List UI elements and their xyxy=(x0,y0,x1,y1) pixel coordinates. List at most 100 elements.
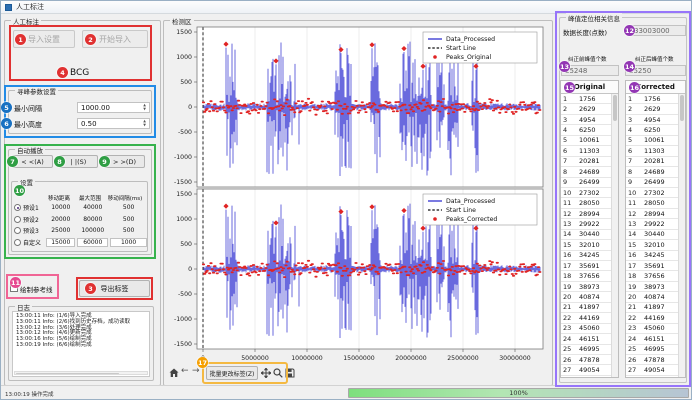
table-row[interactable]: 824689 xyxy=(561,167,611,177)
radio-3-icon[interactable] xyxy=(14,227,21,234)
table-row[interactable]: 1128050 xyxy=(626,198,678,208)
table-row[interactable]: 2345060 xyxy=(626,324,678,334)
table-row[interactable]: 1837656 xyxy=(561,271,611,281)
custom-value-input[interactable]: 15000 xyxy=(46,238,75,247)
table-row[interactable]: 510061 xyxy=(561,136,611,146)
table-row[interactable]: 1228994 xyxy=(561,209,611,219)
radio-2-icon[interactable] xyxy=(14,216,21,223)
row-index: 17 xyxy=(626,262,639,270)
table-row[interactable]: 1532010 xyxy=(626,240,678,250)
batch-edit-labels-button[interactable]: 批量更改标签(Z) xyxy=(206,366,258,380)
radio-4-icon[interactable] xyxy=(14,239,21,246)
row-index: 7 xyxy=(626,157,639,165)
table-row[interactable]: 1228994 xyxy=(626,209,678,219)
table-row[interactable]: 1430440 xyxy=(561,230,611,240)
scrollbar-thumb[interactable] xyxy=(16,373,119,374)
table-row[interactable]: 34954 xyxy=(561,115,611,125)
table-row[interactable]: 2546995 xyxy=(626,345,678,355)
row-index: 13 xyxy=(626,220,639,228)
table-row[interactable]: 1329922 xyxy=(626,219,678,229)
table-row[interactable]: 11756 xyxy=(561,94,611,104)
table-row[interactable]: 46250 xyxy=(626,125,678,135)
table-row[interactable]: 2647878 xyxy=(561,355,611,365)
vertical-scrollbar[interactable] xyxy=(611,94,618,377)
table-row[interactable]: 926499 xyxy=(561,178,611,188)
table-row[interactable]: 2040874 xyxy=(626,292,678,302)
spinner-arrows-icon[interactable]: ▲▼ xyxy=(143,120,146,128)
row-index: 10 xyxy=(626,189,639,197)
zoom-icon[interactable] xyxy=(272,367,283,378)
scrollbar-thumb[interactable] xyxy=(613,95,617,121)
table-row[interactable]: 1532010 xyxy=(561,240,611,250)
table-row[interactable]: 11756 xyxy=(626,94,678,104)
row-index: 16 xyxy=(561,251,574,259)
table-row[interactable]: 22629 xyxy=(561,104,611,114)
forward-icon[interactable]: → xyxy=(192,366,200,377)
table-row[interactable]: 1634245 xyxy=(626,251,678,261)
table-row[interactable]: 1027302 xyxy=(626,188,678,198)
table-row[interactable]: 2040874 xyxy=(561,292,611,302)
table-row[interactable]: 2446151 xyxy=(561,334,611,344)
table-row[interactable]: 720281 xyxy=(561,157,611,167)
row-value: 30440 xyxy=(639,230,665,238)
table-row[interactable]: 510061 xyxy=(626,136,678,146)
table-row[interactable]: 1938973 xyxy=(626,282,678,292)
spinner-arrows-icon[interactable]: ▲▼ xyxy=(143,104,146,112)
table-row[interactable]: 1735691 xyxy=(626,261,678,271)
table-row[interactable]: 2647878 xyxy=(626,355,678,365)
table-row[interactable]: 1735691 xyxy=(561,261,611,271)
table-row[interactable]: 1128050 xyxy=(561,198,611,208)
autoplay-back-button[interactable]: < <(A) xyxy=(12,155,53,168)
log-textarea[interactable]: 13:00:11 Info: (1/6)导入完成13:00:11 Info: (… xyxy=(12,311,150,377)
annotation-circle-1: 1 xyxy=(15,34,26,45)
column-max-range: 最大范围 xyxy=(74,194,106,202)
x-tick-label: 20000000 xyxy=(395,355,427,362)
preset-label: 预设3 xyxy=(23,226,44,235)
table-row[interactable]: 2244169 xyxy=(561,313,611,323)
table-row[interactable]: 2141897 xyxy=(561,303,611,313)
min-interval-spinbox[interactable]: 1000.00 ▲▼ xyxy=(77,102,150,113)
table-row[interactable]: 611303 xyxy=(561,146,611,156)
table-row[interactable]: 824689 xyxy=(626,167,678,177)
custom-value-input[interactable]: 1000 xyxy=(110,238,147,247)
vertical-scrollbar[interactable] xyxy=(678,94,685,377)
autoplay-forward-button[interactable]: > >(D) xyxy=(104,155,145,168)
table-row[interactable]: 611303 xyxy=(626,146,678,156)
legend-label: Data_Processed xyxy=(446,36,495,43)
custom-value-input[interactable]: 60000 xyxy=(77,238,108,247)
table-row[interactable]: 926499 xyxy=(626,178,678,188)
table-row[interactable]: 2446151 xyxy=(626,334,678,344)
table-row[interactable]: 1938973 xyxy=(561,282,611,292)
back-icon[interactable]: ← xyxy=(181,366,189,377)
table-row[interactable]: 2749054 xyxy=(626,365,678,375)
pan-icon[interactable] xyxy=(260,367,271,378)
table-row[interactable]: 1027302 xyxy=(561,188,611,198)
scrollbar-thumb[interactable] xyxy=(680,95,684,121)
row-value: 11303 xyxy=(639,147,665,155)
radio-1-icon[interactable] xyxy=(14,204,21,211)
min-height-spinbox[interactable]: 0.50 ▲▼ xyxy=(77,118,150,129)
home-icon[interactable] xyxy=(168,367,179,378)
table-row[interactable]: 34954 xyxy=(626,115,678,125)
table-row[interactable]: 2141897 xyxy=(626,303,678,313)
corrected-peaks-table[interactable]: Corrected 117562262934954462505100616113… xyxy=(625,80,686,378)
plot-canvas[interactable]: 150010005000-500-1000-1500Data_Processed… xyxy=(167,21,551,363)
table-row[interactable]: 46250 xyxy=(561,125,611,135)
row-index: 11 xyxy=(626,199,639,207)
table-row[interactable]: 22629 xyxy=(626,104,678,114)
table-row[interactable]: 1329922 xyxy=(561,219,611,229)
table-row[interactable]: 2546995 xyxy=(561,345,611,355)
table-row[interactable]: 2244169 xyxy=(626,313,678,323)
table-row[interactable]: 1634245 xyxy=(561,251,611,261)
table-row[interactable]: 2345060 xyxy=(561,324,611,334)
row-index: 27 xyxy=(561,366,574,374)
table-row[interactable]: 1837656 xyxy=(626,271,678,281)
row-value: 40874 xyxy=(639,293,665,301)
table-row[interactable]: 720281 xyxy=(626,157,678,167)
table-row[interactable]: 2749054 xyxy=(561,365,611,375)
annotation-circle-9: 9 xyxy=(99,156,110,167)
table-row[interactable]: 1430440 xyxy=(626,230,678,240)
save-icon[interactable] xyxy=(284,367,295,378)
log-horizontal-scrollbar[interactable] xyxy=(14,371,148,375)
original-peaks-table[interactable]: Original 1175622629349544625051006161130… xyxy=(560,80,619,378)
